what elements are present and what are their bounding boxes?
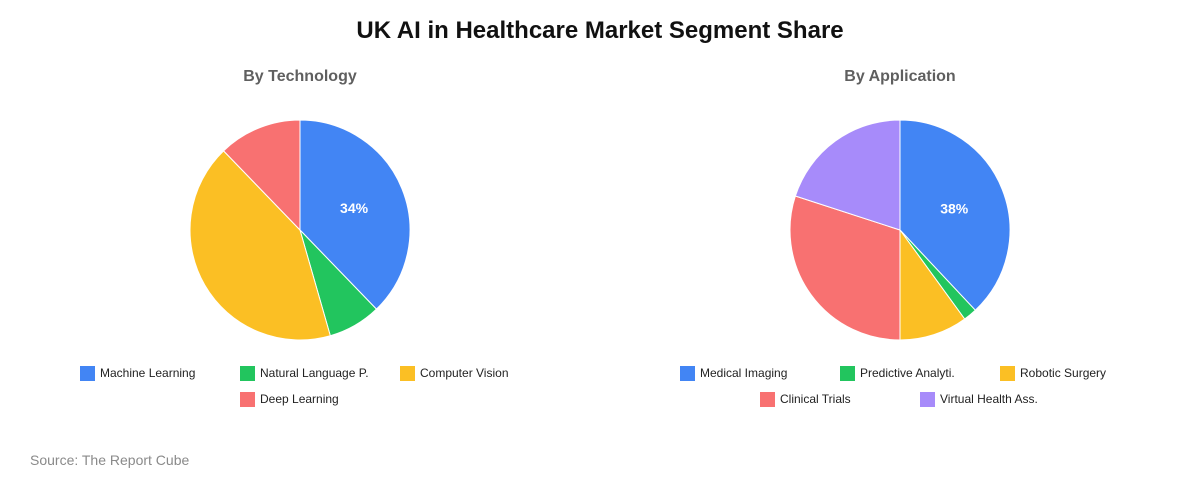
legend-swatch (760, 391, 775, 407)
legend-label: Predictive Analyti. (860, 366, 955, 380)
legend-label: Virtual Health Ass. (940, 392, 1038, 406)
legend-label: Natural Language P. (260, 366, 369, 380)
application-slice-clinical-trials[interactable] (789, 195, 901, 341)
technology-slice-deep-learning[interactable] (222, 119, 301, 232)
legend-swatch (840, 365, 855, 381)
legend-label: Clinical Trials (780, 392, 851, 406)
source-note: Source: The Report Cube (30, 452, 190, 468)
legend-label: Machine Learning (100, 366, 196, 380)
pie-application-title: By Application (844, 68, 956, 85)
legend-item-computer-vision[interactable]: Computer Vision (380, 365, 540, 381)
chart-title: UK AI in Healthcare Market Segment Share (356, 17, 844, 44)
legend-swatch (920, 391, 935, 407)
legend-label: Medical Imaging (700, 366, 788, 380)
legend-label: Computer Vision (420, 366, 509, 380)
legend-item-machine-learning[interactable]: Machine Learning (60, 365, 220, 381)
legend-swatch (240, 391, 255, 407)
legend-swatch (400, 365, 415, 381)
legend-item-clinical-trials[interactable]: Clinical Trials (740, 391, 900, 407)
legend-item-virtual-health[interactable]: Virtual Health Ass. (900, 391, 1060, 407)
legend-item-robotic-surgery[interactable]: Robotic Surgery (980, 365, 1140, 381)
legend-label: Robotic Surgery (1020, 366, 1107, 380)
technology-data-label-machine-learning: 34% (340, 200, 369, 216)
legend-item-deep-learning[interactable]: Deep Learning (220, 391, 380, 407)
legend-technology: Machine Learning Natural Language P. Com… (40, 360, 560, 412)
legend-label: Deep Learning (260, 392, 339, 406)
application-data-label-medical-imaging: 38% (940, 201, 969, 217)
legend-swatch (80, 365, 95, 381)
legend-item-medical-imaging[interactable]: Medical Imaging (660, 365, 820, 381)
application-slice-medical-imaging[interactable] (899, 119, 1011, 311)
legend-item-natural-language[interactable]: Natural Language P. (220, 365, 380, 381)
legend-swatch (1000, 365, 1015, 381)
legend-item-predictive-analytics[interactable]: Predictive Analyti. (820, 365, 980, 381)
technology-slice-computer-vision[interactable] (189, 150, 331, 341)
technology-slice-machine-learning[interactable] (299, 119, 411, 310)
legend-swatch (240, 365, 255, 381)
legend-application: Medical Imaging Predictive Analyti. Robo… (640, 360, 1160, 412)
legend-swatch (680, 365, 695, 381)
pie-technology-title: By Technology (243, 68, 357, 85)
application-slice-virtual-health-ass[interactable] (794, 119, 901, 231)
